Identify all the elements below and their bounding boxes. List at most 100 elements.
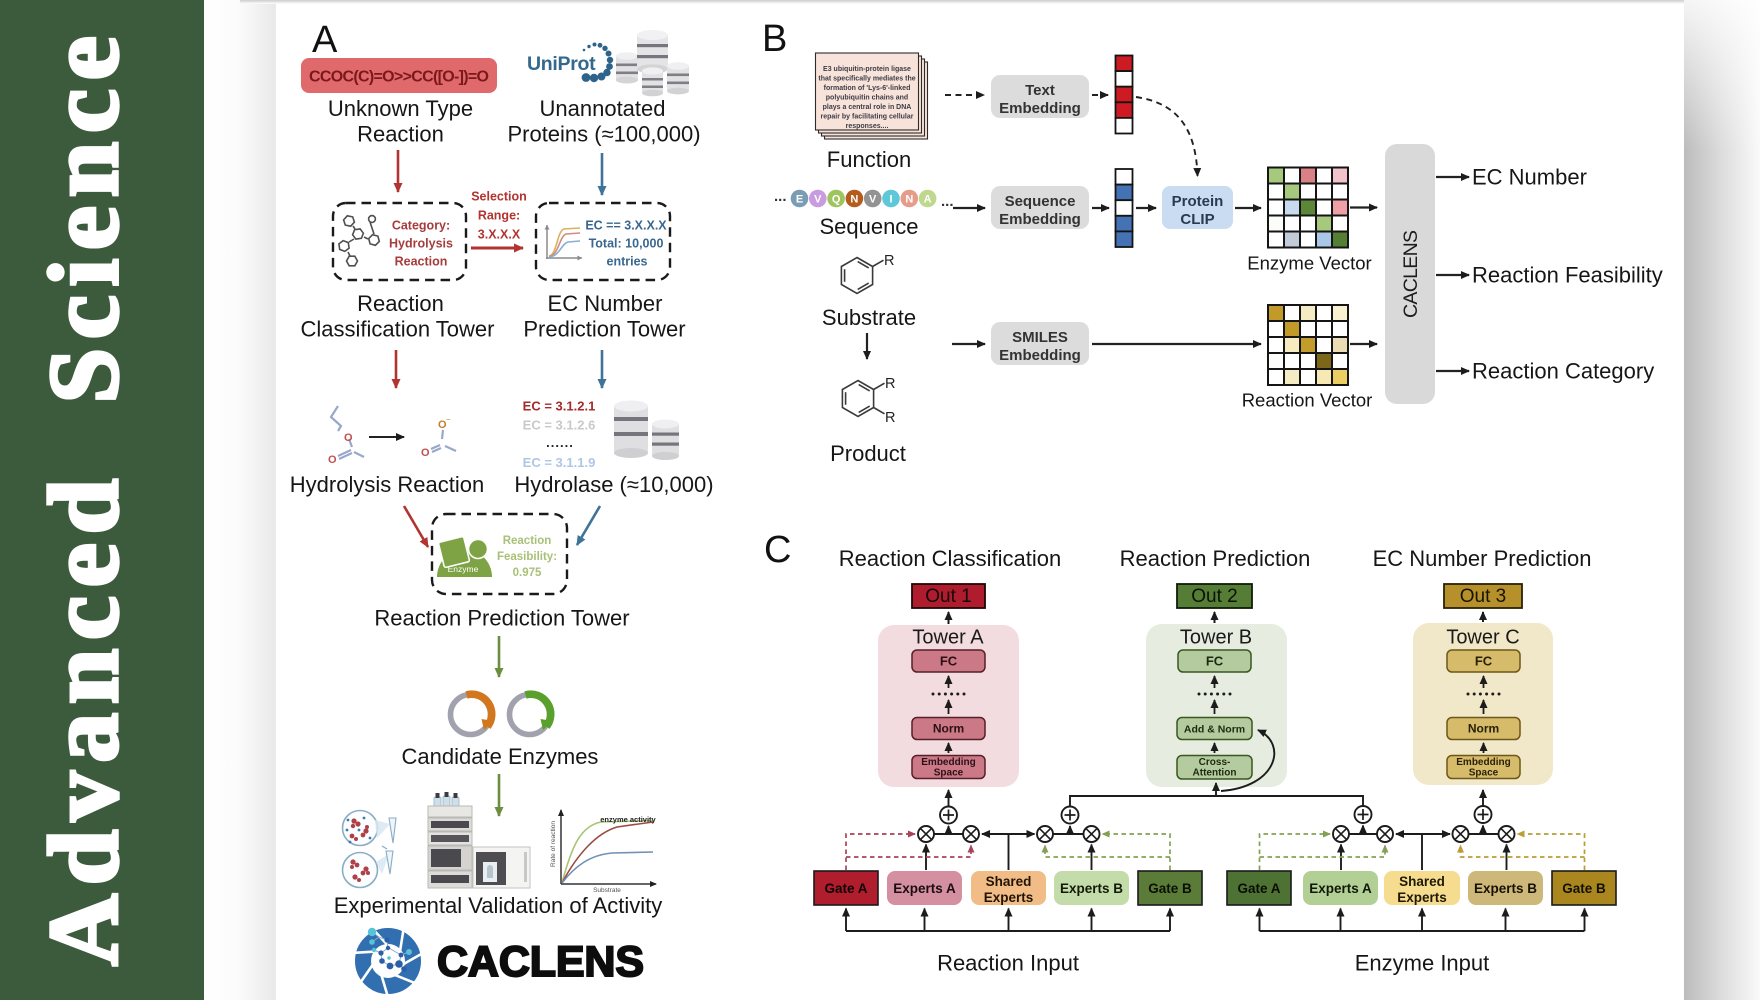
svg-text:Out 3: Out 3 bbox=[1460, 586, 1506, 607]
svg-text:R: R bbox=[885, 376, 895, 392]
svg-text:Norm: Norm bbox=[933, 722, 964, 736]
svg-text:Gate A: Gate A bbox=[824, 881, 867, 896]
svg-text:E3 ubiquitin-protein ligase: E3 ubiquitin-protein ligase bbox=[823, 66, 911, 73]
svg-text:enzyme activity: enzyme activity bbox=[600, 815, 656, 824]
svg-text:FC: FC bbox=[1475, 654, 1493, 669]
svg-text:Text: Text bbox=[1025, 82, 1055, 99]
svg-text:Substrate: Substrate bbox=[822, 305, 916, 330]
svg-text:EC = 3.1.2.6: EC = 3.1.2.6 bbox=[523, 418, 596, 433]
svg-text:EC = 3.1.1.9: EC = 3.1.1.9 bbox=[523, 455, 596, 470]
svg-text:Reaction Category: Reaction Category bbox=[1472, 359, 1654, 384]
svg-text:Tower B: Tower B bbox=[1180, 627, 1252, 649]
svg-text:Advanced Science: Advanced Science bbox=[28, 36, 139, 966]
svg-text:Reaction Vector: Reaction Vector bbox=[1242, 390, 1373, 411]
svg-text:Prediction Tower: Prediction Tower bbox=[523, 317, 685, 342]
svg-text:entries: entries bbox=[607, 255, 648, 269]
svg-text:Gate A: Gate A bbox=[1237, 881, 1280, 896]
svg-text:Reaction Feasibility: Reaction Feasibility bbox=[1472, 263, 1663, 288]
svg-text:Out 2: Out 2 bbox=[1191, 586, 1237, 607]
svg-text:...: ... bbox=[941, 193, 954, 210]
svg-text:O: O bbox=[421, 447, 430, 459]
svg-text:Feasibility:: Feasibility: bbox=[497, 551, 557, 563]
svg-text:Embedding: Embedding bbox=[999, 211, 1081, 228]
svg-text:Reaction: Reaction bbox=[503, 535, 552, 547]
svg-text:Embedding: Embedding bbox=[921, 757, 975, 768]
svg-text:O: O bbox=[438, 419, 447, 431]
svg-text:Hydrolysis: Hydrolysis bbox=[389, 237, 453, 251]
svg-text:−: − bbox=[446, 415, 451, 424]
svg-text:Reaction: Reaction bbox=[357, 291, 444, 316]
svg-text:Space: Space bbox=[934, 768, 964, 779]
svg-text:I: I bbox=[889, 194, 892, 206]
svg-text:N: N bbox=[905, 194, 913, 206]
svg-text:CCOC(C)=O>>CC([O-])=O: CCOC(C)=O>>CC([O-])=O bbox=[309, 69, 489, 86]
svg-text:...: ... bbox=[774, 188, 787, 205]
svg-text:Shared: Shared bbox=[1399, 874, 1445, 889]
svg-text:Shared: Shared bbox=[986, 874, 1032, 889]
svg-text:Hydrolase (≈10,000): Hydrolase (≈10,000) bbox=[514, 472, 713, 497]
svg-text:3.X.X.X: 3.X.X.X bbox=[478, 228, 521, 242]
svg-text:Total: 10,000: Total: 10,000 bbox=[589, 237, 664, 251]
svg-text:responses....: responses.... bbox=[846, 123, 889, 130]
svg-text:Reaction: Reaction bbox=[357, 122, 444, 147]
svg-text:Experts: Experts bbox=[1397, 890, 1447, 905]
svg-text:Proteins (≈100,000): Proteins (≈100,000) bbox=[507, 122, 700, 147]
svg-text:plays a central role in DNA: plays a central role in DNA bbox=[823, 104, 912, 111]
svg-text:Norm: Norm bbox=[1468, 722, 1499, 736]
svg-text:Gate B: Gate B bbox=[1148, 881, 1192, 896]
svg-text:E: E bbox=[796, 194, 803, 206]
svg-text:Reaction Prediction Tower: Reaction Prediction Tower bbox=[374, 606, 629, 631]
svg-text:Product: Product bbox=[830, 441, 906, 466]
svg-text:Add & Norm: Add & Norm bbox=[1184, 724, 1245, 736]
svg-text:formation of 'Lys-6'-linked: formation of 'Lys-6'-linked bbox=[824, 85, 911, 92]
svg-text:CACLENS: CACLENS bbox=[437, 938, 645, 986]
svg-text:Experts B: Experts B bbox=[1474, 881, 1537, 896]
svg-text:Range:: Range: bbox=[478, 209, 520, 223]
svg-text:Embedding: Embedding bbox=[1456, 757, 1510, 768]
svg-text:V: V bbox=[869, 194, 877, 206]
svg-text:Candidate Enzymes: Candidate Enzymes bbox=[402, 744, 599, 769]
svg-text:Space: Space bbox=[1469, 768, 1499, 779]
svg-text:SMILES: SMILES bbox=[1012, 329, 1068, 346]
svg-text:Enzyme: Enzyme bbox=[448, 564, 479, 574]
svg-text:......: ...... bbox=[546, 435, 574, 450]
svg-text:O: O bbox=[328, 454, 337, 466]
svg-text:O: O bbox=[344, 432, 353, 444]
svg-text:Enzyme Vector: Enzyme Vector bbox=[1247, 253, 1371, 274]
svg-text:C: C bbox=[764, 529, 791, 571]
svg-text:R: R bbox=[885, 410, 895, 426]
svg-text:Sequence: Sequence bbox=[819, 214, 918, 239]
svg-text:FC: FC bbox=[1206, 654, 1224, 669]
svg-text:polyubiquitin chains and: polyubiquitin chains and bbox=[826, 95, 908, 102]
svg-text:Out 1: Out 1 bbox=[925, 586, 971, 607]
svg-text:Experts B: Experts B bbox=[1060, 881, 1123, 896]
svg-text:Function: Function bbox=[827, 147, 911, 172]
svg-text:Substrate: Substrate bbox=[593, 887, 621, 894]
svg-text:A: A bbox=[924, 194, 932, 206]
svg-text:Experts A: Experts A bbox=[1309, 881, 1372, 896]
svg-text:N: N bbox=[850, 194, 858, 206]
svg-text:0.975: 0.975 bbox=[513, 567, 542, 579]
svg-text:Q: Q bbox=[832, 194, 841, 206]
svg-text:Reaction: Reaction bbox=[395, 255, 448, 269]
svg-text:EC = 3.1.2.1: EC = 3.1.2.1 bbox=[523, 399, 596, 414]
svg-text:A: A bbox=[312, 19, 338, 61]
svg-text:Enzyme Input: Enzyme Input bbox=[1355, 951, 1490, 976]
svg-text:Attention: Attention bbox=[1193, 768, 1237, 779]
svg-text:CACLENS: CACLENS bbox=[1400, 230, 1422, 318]
svg-text:CLIP: CLIP bbox=[1180, 211, 1214, 228]
svg-text:EC Number: EC Number bbox=[548, 291, 663, 316]
svg-text:Classification Tower: Classification Tower bbox=[300, 317, 494, 342]
svg-text:Experimental Validation of Act: Experimental Validation of Activity bbox=[334, 893, 663, 918]
svg-text:Tower C: Tower C bbox=[1446, 627, 1519, 649]
svg-text:B: B bbox=[762, 18, 787, 60]
svg-text:R: R bbox=[884, 253, 894, 269]
svg-text:Cross-: Cross- bbox=[1199, 757, 1231, 768]
svg-text:Embedding: Embedding bbox=[999, 100, 1081, 117]
svg-text:Sequence: Sequence bbox=[1005, 193, 1076, 210]
svg-text:repair by facilitating cellula: repair by facilitating cellular bbox=[821, 114, 914, 121]
svg-text:EC Number Prediction: EC Number Prediction bbox=[1373, 546, 1592, 571]
svg-text:EC == 3.X.X.X: EC == 3.X.X.X bbox=[585, 219, 667, 233]
svg-text:Rate of reaction: Rate of reaction bbox=[550, 821, 557, 867]
svg-text:Hydrolysis Reaction: Hydrolysis Reaction bbox=[290, 472, 484, 497]
